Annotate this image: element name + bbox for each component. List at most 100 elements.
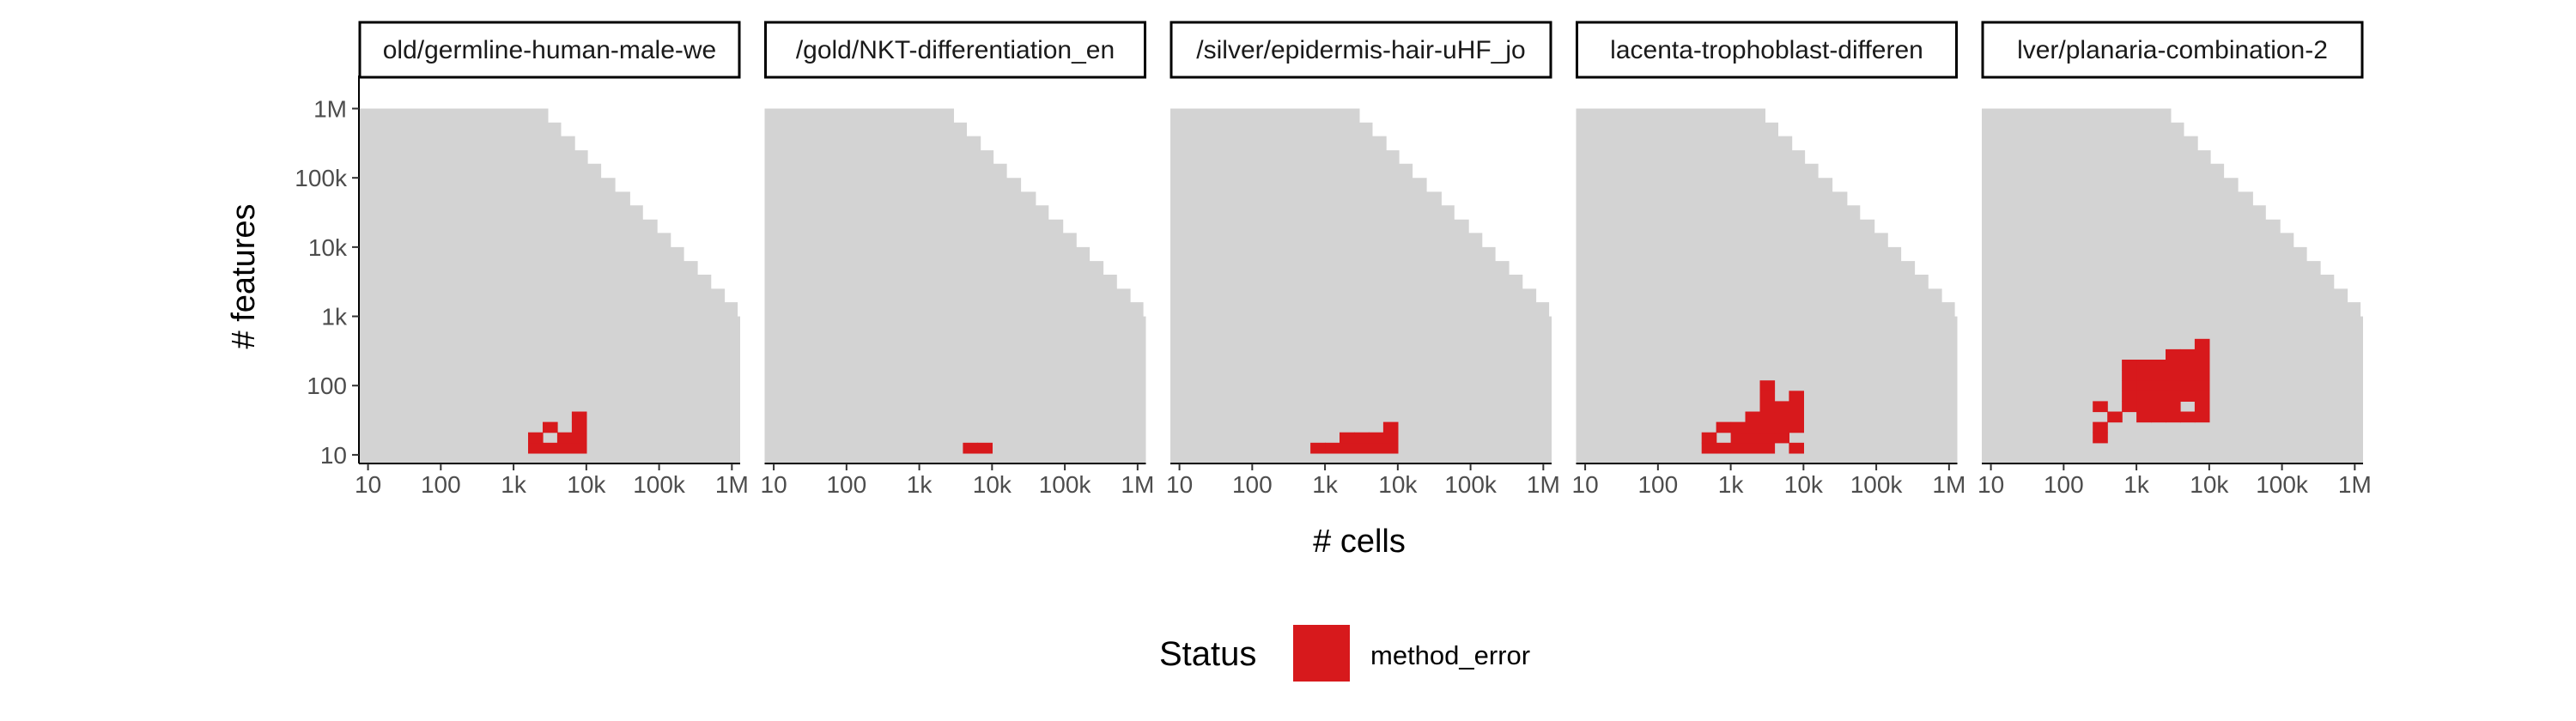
- y-axis-title: # features: [226, 204, 262, 349]
- method-error-cell: [2179, 370, 2196, 381]
- method-error-cell: [2122, 401, 2137, 413]
- method-error-cell: [1701, 442, 1717, 454]
- method-error-cell: [1774, 401, 1789, 413]
- method-error-cell: [1789, 411, 1804, 423]
- method-error-cell: [1774, 411, 1789, 423]
- x-tick-label: 100k: [1039, 471, 1092, 498]
- facet-panel: 10 100 1k 10k 100k 1M lver/planaria-combinatio…: [1978, 21, 2372, 498]
- method-error-cell: [1759, 401, 1776, 413]
- method-error-cell: [2093, 401, 2108, 413]
- method-error-cell: [2136, 380, 2152, 391]
- method-error-cell: [1340, 442, 1355, 454]
- method-error-cell: [1368, 442, 1384, 454]
- method-error-cell: [2194, 348, 2210, 360]
- method-error-cell: [2166, 401, 2181, 413]
- x-tick-label: 100k: [2256, 471, 2309, 498]
- method-error-cell: [2093, 432, 2108, 444]
- facet-title: lacenta-trophoblast-differen: [1610, 36, 1923, 64]
- x-tick-label: 10: [761, 471, 787, 498]
- method-error-cell: [1745, 432, 1761, 444]
- facet-title: lver/planaria-combination-2: [2017, 36, 2328, 64]
- x-tick-label: 10k: [973, 471, 1012, 498]
- method-error-cell: [2166, 391, 2181, 402]
- x-tick-label: 10k: [1784, 471, 1824, 498]
- method-error-cell: [1716, 421, 1732, 433]
- method-error-cell: [2166, 360, 2181, 371]
- method-error-cell: [1354, 442, 1370, 454]
- legend-title: Status: [1159, 635, 1256, 673]
- method-error-cell: [2136, 411, 2152, 423]
- method-error-cell: [1382, 442, 1399, 454]
- y-tick-label: 10: [320, 442, 347, 469]
- method-error-cell: [2122, 380, 2137, 391]
- x-tick-label: 10: [1166, 471, 1193, 498]
- method-error-cell: [2194, 370, 2210, 381]
- x-tick-label: 1k: [2123, 471, 2150, 498]
- method-error-cell: [2194, 391, 2210, 402]
- y-tick-label: 10k: [308, 234, 348, 261]
- facet-title: old/germline-human-male-we: [383, 36, 717, 64]
- x-tick-label: 1k: [1718, 471, 1745, 498]
- method-error-cell: [571, 442, 587, 454]
- method-error-cell: [1759, 421, 1776, 433]
- method-error-cell: [2093, 421, 2108, 433]
- x-tick-label: 1k: [501, 471, 527, 498]
- x-tick-label: 1M: [1932, 471, 1965, 498]
- method-error-cell: [1325, 442, 1340, 454]
- method-error-cell: [2194, 411, 2210, 423]
- method-error-cell: [1382, 421, 1399, 433]
- x-tick-label: 10: [355, 471, 381, 498]
- x-tick-label: 100: [1232, 471, 1273, 498]
- method-error-cell: [2179, 380, 2196, 391]
- method-error-cell: [963, 442, 978, 454]
- method-error-cell: [2166, 348, 2181, 360]
- method-error-cell: [2179, 360, 2196, 371]
- method-error-cell: [1789, 421, 1804, 433]
- x-tick-label: 100k: [1444, 471, 1498, 498]
- method-error-cell: [2166, 411, 2181, 423]
- method-error-cell: [1745, 442, 1761, 454]
- x-tick-label: 1k: [1312, 471, 1339, 498]
- x-tick-label: 1M: [2338, 471, 2372, 498]
- x-axis-title: # cells: [1313, 524, 1406, 560]
- facet-strip: [1170, 21, 1552, 79]
- method-error-cell: [543, 442, 558, 454]
- x-tick-label: 100k: [1850, 471, 1904, 498]
- x-tick-label: 10: [1978, 471, 2004, 498]
- method-error-cell: [1759, 411, 1776, 423]
- y-tick-label: 1M: [313, 95, 347, 122]
- method-error-cell: [2136, 360, 2152, 371]
- x-tick-label: 10k: [567, 471, 606, 498]
- x-tick-label: 1M: [1527, 471, 1560, 498]
- x-tick-label: 100k: [633, 471, 686, 498]
- method-error-cell: [2151, 391, 2166, 402]
- method-error-cell: [2151, 360, 2166, 371]
- method-error-cell: [2151, 380, 2166, 391]
- x-tick-label: 100: [2044, 471, 2084, 498]
- method-error-cell: [1759, 442, 1776, 454]
- method-error-cell: [2166, 370, 2181, 381]
- method-error-cell: [2136, 370, 2152, 381]
- x-tick-label: 100: [826, 471, 866, 498]
- method-error-cell: [528, 442, 544, 454]
- method-error-cell: [571, 432, 587, 444]
- method-error-cell: [1310, 442, 1326, 454]
- feasible-region: [764, 108, 1146, 464]
- facet-panel: 10 100 1k 10k 100k 1M/silver/epidermis-hair-u…: [1166, 21, 1560, 498]
- method-error-cell: [1368, 432, 1384, 444]
- x-tick-label: 100: [421, 471, 461, 498]
- method-error-cell: [2136, 401, 2152, 413]
- method-error-cell: [1382, 432, 1399, 444]
- facet-panel: 10 100 1k 10k 100k 1M/gold/NKT-differentiatio…: [761, 21, 1154, 498]
- method-error-cell: [1340, 432, 1355, 444]
- method-error-cell: [2194, 380, 2210, 391]
- x-tick-label: 1M: [715, 471, 749, 498]
- method-error-cell: [2194, 401, 2210, 413]
- x-tick-label: 1M: [1121, 471, 1154, 498]
- legend-swatch: [1293, 625, 1350, 682]
- method-error-cell: [1716, 442, 1732, 454]
- feasible-region: [1170, 108, 1552, 464]
- x-tick-label: 1k: [907, 471, 933, 498]
- method-error-cell: [2122, 391, 2137, 402]
